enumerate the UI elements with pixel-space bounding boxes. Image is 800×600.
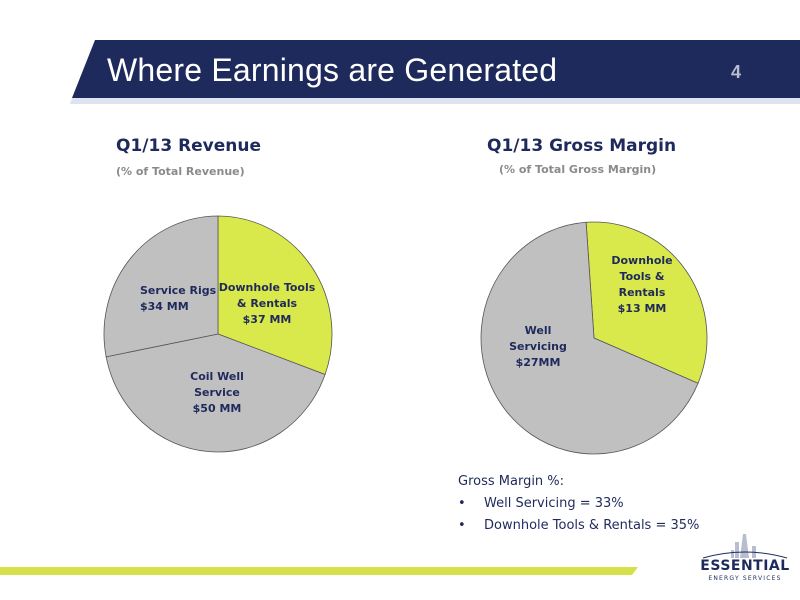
pie-slice-label: Well Servicing $27MM: [509, 324, 567, 369]
pie-slice-label: Downhole Tools & Rentals $13 MM: [611, 254, 672, 315]
slide-title: Where Earnings are Generated: [107, 52, 558, 88]
notes-heading: Gross Margin %:: [458, 474, 565, 489]
notes-item-well-servicing: • Well Servicing = 33%: [458, 493, 699, 515]
revenue-chart-subtitle: (% of Total Revenue): [116, 165, 245, 178]
logo-tagline: ENERGY SERVICES: [708, 575, 782, 582]
pie-slice: [217, 215, 333, 376]
notes-item-text: Well Servicing = 33%: [484, 496, 624, 511]
margin-chart-title: Q1/13 Gross Margin: [487, 136, 677, 156]
pie-slice-label: Coil Well Service $50 MM: [190, 370, 244, 415]
company-logo: ESSENTIAL ENERGY SERVICES: [695, 534, 795, 584]
revenue-chart-title: Q1/13 Revenue: [116, 136, 262, 156]
gross-margin-notes: Gross Margin %: • Well Servicing = 33% •…: [458, 471, 699, 537]
header-band: [0, 14, 800, 104]
pie-slice: [105, 333, 326, 453]
notes-item-downhole-tools: • Downhole Tools & Rentals = 35%: [458, 515, 699, 537]
notes-item-text: Downhole Tools & Rentals = 35%: [484, 518, 700, 533]
pie-slice: [480, 221, 699, 455]
margin-pie-chart: Downhole Tools & Rentals $13 MM Well Servicin…: [480, 221, 708, 455]
oil-derrick-icon: [702, 534, 788, 559]
pie-slice-label: Downhole Tools & Rentals $37 MM: [219, 281, 316, 326]
page-number: 4: [731, 62, 742, 82]
bullet-icon: •: [458, 518, 466, 533]
revenue-pie-chart: Downhole Tools & Rentals $37 MM Coil Well Se…: [103, 215, 333, 453]
pie-slice: [103, 215, 219, 358]
logo-wordmark: ESSENTIAL: [700, 558, 790, 574]
margin-chart-subtitle: (% of Total Gross Margin): [499, 163, 657, 176]
bullet-icon: •: [458, 496, 466, 511]
pie-slice-label: Service Rigs $34 MM: [140, 284, 217, 313]
pie-slice: [585, 221, 708, 384]
